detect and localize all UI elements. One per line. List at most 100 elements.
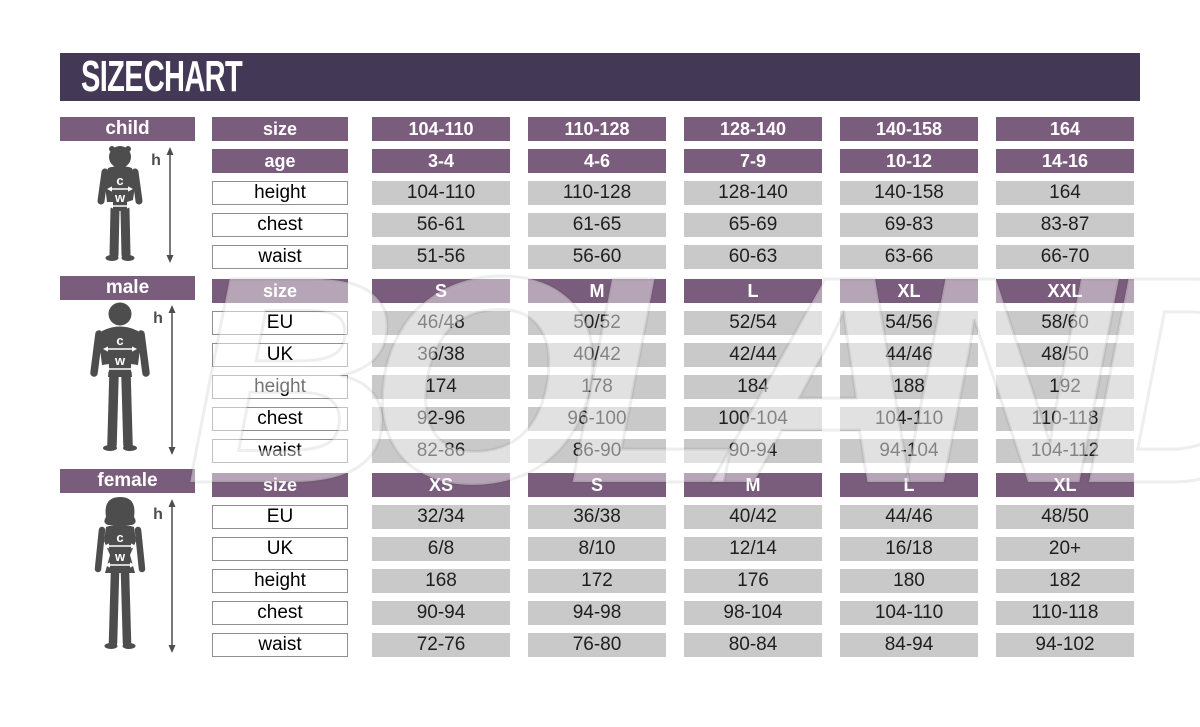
child-chest-value: 65-69 [684,213,822,237]
male-size-value: XXL [996,279,1134,303]
male-height-value: 174 [372,375,510,399]
female-chest-value: 94-98 [528,601,666,625]
female-row-label-height: height [212,569,348,593]
male-row-label-UK: UK [212,343,348,367]
female-waist-value: 94-102 [996,633,1134,657]
male-UK-value: 42/44 [684,343,822,367]
male-EU-value: 50/52 [528,311,666,335]
female-chest-value: 104-110 [840,601,978,625]
male-row-waist: waist 82-86 86-90 90-94 94-104 104-112 [212,439,1134,463]
child-chest-value: 69-83 [840,213,978,237]
male-EU-value: 46/48 [372,311,510,335]
child-waist-value: 60-63 [684,245,822,269]
female-row-label-EU: EU [212,505,348,529]
section-label-female: female [60,469,195,493]
child-row-label-size: size [212,117,348,141]
child-age-value: 4-6 [528,149,666,173]
child-row-label-height: height [212,181,348,205]
male-row-UK: UK 36/38 40/42 42/44 44/46 48/50 [212,343,1134,367]
male-waist-value: 82-86 [372,439,510,463]
section-label-male: male [60,276,195,300]
child-size-value: 104-110 [372,117,510,141]
female-EU-value: 40/42 [684,505,822,529]
size-table-female: size XS S M L XL EU 32/34 36/38 40/42 44/46 48/50 UK… [212,473,1134,657]
child-height-value: 164 [996,181,1134,205]
height-arrow-icon: h [153,499,176,653]
female-chest-value: 90-94 [372,601,510,625]
child-row-label-age: age [212,149,348,173]
female-waist-value: 72-76 [372,633,510,657]
size-chart-banner: SIZE CHART [60,53,1140,101]
male-waist-value: 90-94 [684,439,822,463]
section-label-child: child [60,117,195,141]
male-chest-value: 100-104 [684,407,822,431]
child-height-value: 110-128 [528,181,666,205]
male-chest-value: 92-96 [372,407,510,431]
height-letter: h [151,152,161,169]
child-size-value: 140-158 [840,117,978,141]
female-UK-value: 12/14 [684,537,822,561]
child-chest-value: 83-87 [996,213,1134,237]
male-row-size: size S M L XL XXL [212,279,1134,303]
child-row-chest: chest 56-61 61-65 65-69 69-83 83-87 [212,213,1134,237]
male-size-value: XL [840,279,978,303]
height-letter: h [153,310,163,327]
female-waist-value: 80-84 [684,633,822,657]
female-UK-value: 6/8 [372,537,510,561]
waist-letter: w [114,190,126,205]
male-height-value: 184 [684,375,822,399]
female-EU-value: 48/50 [996,505,1134,529]
child-height-value: 140-158 [840,181,978,205]
chest-measure-line: c [107,173,133,192]
female-height-value: 172 [528,569,666,593]
child-figure-icon: c w h [70,143,190,272]
female-row-EU: EU 32/34 36/38 40/42 44/46 48/50 [212,505,1134,529]
male-row-height: height 174 178 184 188 192 [212,375,1134,399]
male-row-label-EU: EU [212,311,348,335]
female-chest-value: 110-118 [996,601,1134,625]
child-row-age: age 3-4 4-6 7-9 10-12 14-16 [212,149,1134,173]
female-row-UK: UK 6/8 8/10 12/14 16/18 20+ [212,537,1134,561]
female-height-value: 176 [684,569,822,593]
child-row-label-chest: chest [212,213,348,237]
female-row-size: size XS S M L XL [212,473,1134,497]
male-row-label-chest: chest [212,407,348,431]
male-UK-value: 36/38 [372,343,510,367]
male-EU-value: 58/60 [996,311,1134,335]
child-height-value: 128-140 [684,181,822,205]
female-chest-value: 98-104 [684,601,822,625]
female-waist-value: 76-80 [528,633,666,657]
waist-letter: w [114,549,126,564]
child-chest-value: 61-65 [528,213,666,237]
chest-measure-line: c [104,530,136,549]
female-row-label-size: size [212,473,348,497]
height-arrow-icon: h [151,147,174,263]
male-row-label-height: height [212,375,348,399]
child-row-label-waist: waist [212,245,348,269]
child-row-waist: waist 51-56 56-60 60-63 63-66 66-70 [212,245,1134,269]
chest-measure-line: c [103,333,137,352]
child-height-value: 104-110 [372,181,510,205]
size-table-male: size S M L XL XXL EU 46/48 50/52 52/54 54/56 58/60 U… [212,279,1134,463]
male-waist-value: 94-104 [840,439,978,463]
female-size-value: M [684,473,822,497]
chest-letter: c [116,173,123,188]
male-figure-icon: c w h [70,301,190,464]
female-row-height: height 168 172 176 180 182 [212,569,1134,593]
male-waist-value: 86-90 [528,439,666,463]
female-EU-value: 32/34 [372,505,510,529]
female-size-value: S [528,473,666,497]
child-chest-value: 56-61 [372,213,510,237]
female-EU-value: 36/38 [528,505,666,529]
waist-measure-line: w [104,353,136,372]
male-chest-value: 104-110 [840,407,978,431]
male-size-value: L [684,279,822,303]
male-UK-value: 44/46 [840,343,978,367]
male-UK-value: 48/50 [996,343,1134,367]
child-age-value: 3-4 [372,149,510,173]
female-row-label-UK: UK [212,537,348,561]
male-EU-value: 54/56 [840,311,978,335]
male-size-value: S [372,279,510,303]
female-size-value: XL [996,473,1134,497]
male-height-value: 178 [528,375,666,399]
